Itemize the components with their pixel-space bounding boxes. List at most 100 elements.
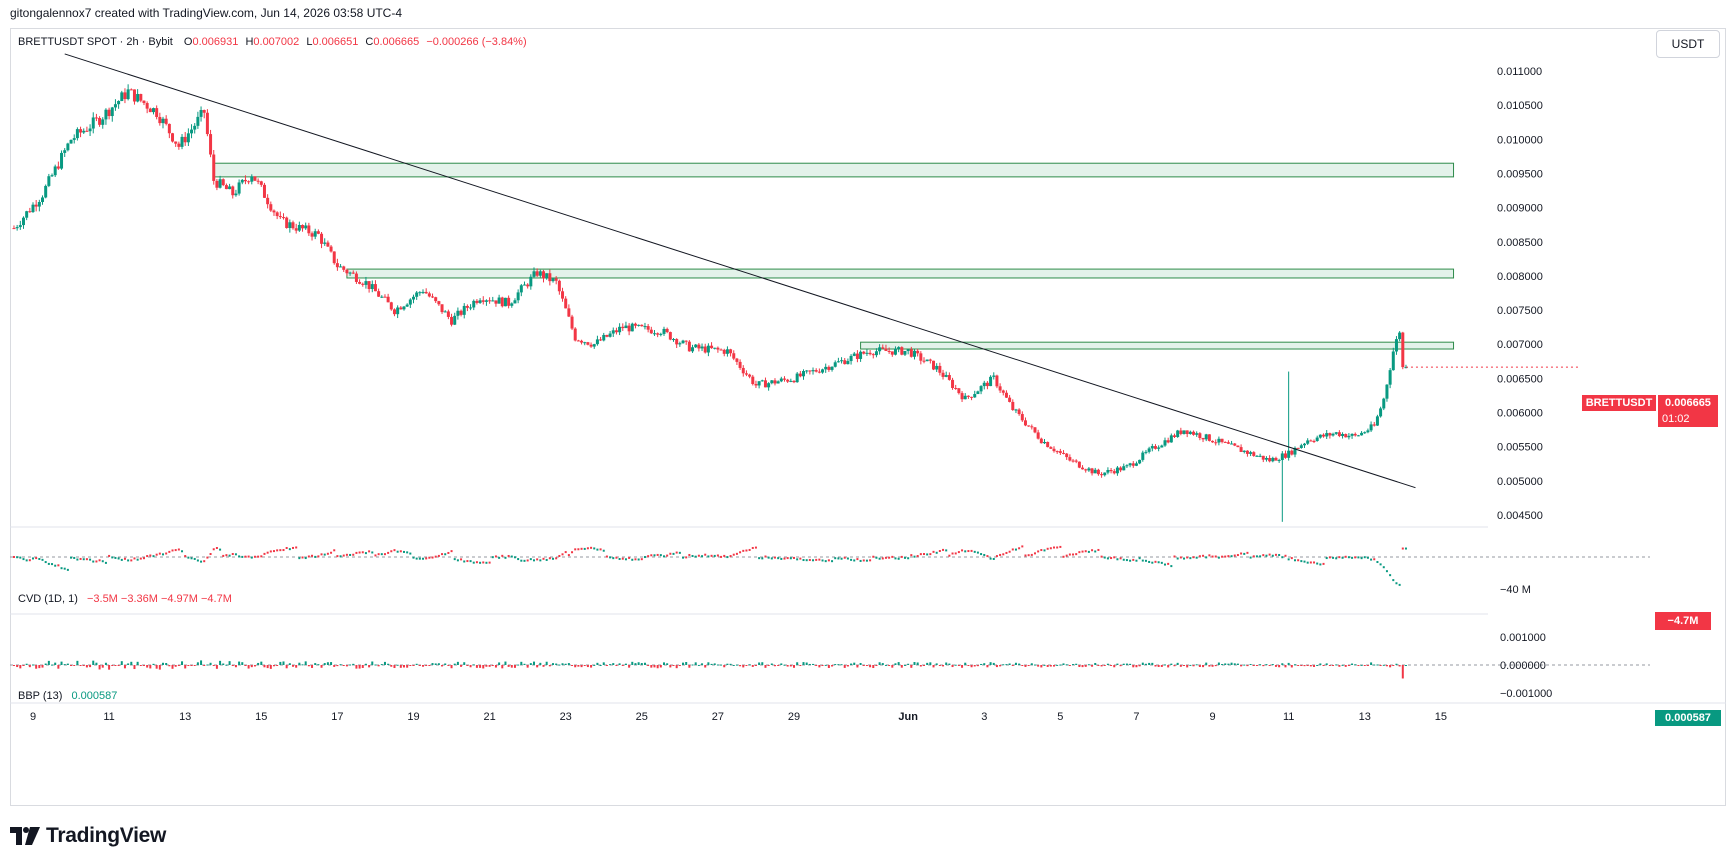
- candle[interactable]: [351, 272, 355, 274]
- candle[interactable]: [139, 94, 143, 101]
- candle[interactable]: [919, 353, 923, 361]
- candle[interactable]: [989, 376, 993, 387]
- candle[interactable]: [427, 293, 431, 297]
- candle[interactable]: [1068, 457, 1072, 461]
- candle[interactable]: [640, 324, 644, 327]
- candle[interactable]: [932, 360, 936, 370]
- candle[interactable]: [231, 186, 235, 196]
- candle[interactable]: [1039, 438, 1043, 444]
- candle[interactable]: [136, 94, 140, 102]
- candle[interactable]: [262, 184, 266, 198]
- candle[interactable]: [1401, 332, 1405, 368]
- currency-button[interactable]: USDT: [1656, 30, 1720, 58]
- candle[interactable]: [151, 108, 155, 113]
- candle[interactable]: [446, 311, 450, 317]
- candle[interactable]: [849, 355, 853, 362]
- candle[interactable]: [1096, 469, 1100, 475]
- candle[interactable]: [1014, 409, 1018, 411]
- candle[interactable]: [332, 251, 336, 264]
- candle[interactable]: [1249, 452, 1253, 454]
- candle[interactable]: [1375, 416, 1379, 426]
- candle[interactable]: [117, 101, 121, 105]
- candle[interactable]: [611, 330, 615, 334]
- candle[interactable]: [44, 185, 48, 198]
- candle[interactable]: [1233, 443, 1237, 446]
- candle[interactable]: [215, 180, 219, 188]
- candle[interactable]: [304, 225, 308, 229]
- candle[interactable]: [1344, 434, 1348, 438]
- candle[interactable]: [1388, 370, 1392, 385]
- candle[interactable]: [132, 89, 136, 102]
- candle[interactable]: [224, 185, 228, 190]
- candle[interactable]: [1274, 457, 1278, 461]
- candle[interactable]: [158, 116, 162, 124]
- candle[interactable]: [1046, 441, 1050, 448]
- candle[interactable]: [82, 130, 86, 133]
- candle[interactable]: [497, 297, 501, 304]
- candle[interactable]: [1217, 438, 1221, 443]
- candle[interactable]: [719, 349, 723, 351]
- candle[interactable]: [1360, 432, 1364, 436]
- candle[interactable]: [830, 366, 834, 370]
- candle[interactable]: [602, 334, 606, 341]
- candle[interactable]: [1023, 420, 1027, 426]
- candle[interactable]: [697, 344, 701, 349]
- candle[interactable]: [580, 340, 584, 343]
- candle[interactable]: [725, 349, 729, 354]
- candle[interactable]: [773, 380, 777, 384]
- candle[interactable]: [56, 166, 60, 169]
- candle[interactable]: [21, 217, 25, 226]
- candle[interactable]: [402, 306, 406, 310]
- candle[interactable]: [1157, 447, 1161, 449]
- candle[interactable]: [316, 231, 320, 234]
- candle[interactable]: [545, 273, 549, 279]
- candle[interactable]: [507, 297, 511, 306]
- candle[interactable]: [906, 349, 910, 351]
- candle[interactable]: [484, 300, 488, 302]
- candle[interactable]: [751, 376, 755, 385]
- candle[interactable]: [281, 217, 285, 219]
- candle[interactable]: [551, 278, 555, 282]
- candle[interactable]: [212, 154, 216, 181]
- candle[interactable]: [678, 343, 682, 345]
- candle[interactable]: [1112, 471, 1116, 474]
- candle[interactable]: [1106, 470, 1110, 473]
- candle[interactable]: [1153, 446, 1157, 449]
- candle[interactable]: [1211, 440, 1215, 443]
- candle[interactable]: [18, 225, 22, 228]
- candle[interactable]: [627, 325, 631, 332]
- candle[interactable]: [60, 152, 64, 169]
- candle[interactable]: [1309, 440, 1313, 442]
- candle[interactable]: [960, 393, 964, 400]
- candle[interactable]: [757, 381, 761, 386]
- candle[interactable]: [1134, 463, 1138, 466]
- candle[interactable]: [218, 179, 222, 188]
- candle[interactable]: [561, 291, 565, 299]
- candle[interactable]: [1065, 453, 1069, 458]
- candle[interactable]: [145, 103, 149, 109]
- candle[interactable]: [1299, 445, 1303, 448]
- candle[interactable]: [1306, 440, 1310, 444]
- candle[interactable]: [938, 365, 942, 373]
- candle[interactable]: [513, 300, 517, 304]
- candle[interactable]: [1052, 448, 1056, 452]
- candle[interactable]: [75, 129, 79, 139]
- candle[interactable]: [53, 166, 57, 176]
- candle[interactable]: [256, 180, 260, 182]
- candle[interactable]: [91, 117, 95, 129]
- candle[interactable]: [1322, 434, 1326, 437]
- candle[interactable]: [31, 204, 35, 213]
- candle[interactable]: [947, 375, 951, 380]
- candle[interactable]: [767, 383, 771, 388]
- candle[interactable]: [335, 263, 339, 268]
- supply-zone[interactable]: [346, 268, 1455, 279]
- candle[interactable]: [339, 266, 343, 268]
- candle[interactable]: [142, 100, 146, 104]
- candle[interactable]: [1318, 434, 1322, 438]
- candle[interactable]: [1385, 384, 1389, 399]
- candle[interactable]: [34, 204, 38, 207]
- candle[interactable]: [456, 310, 460, 316]
- candle[interactable]: [437, 301, 441, 305]
- candle[interactable]: [1366, 430, 1370, 433]
- candle[interactable]: [37, 202, 41, 207]
